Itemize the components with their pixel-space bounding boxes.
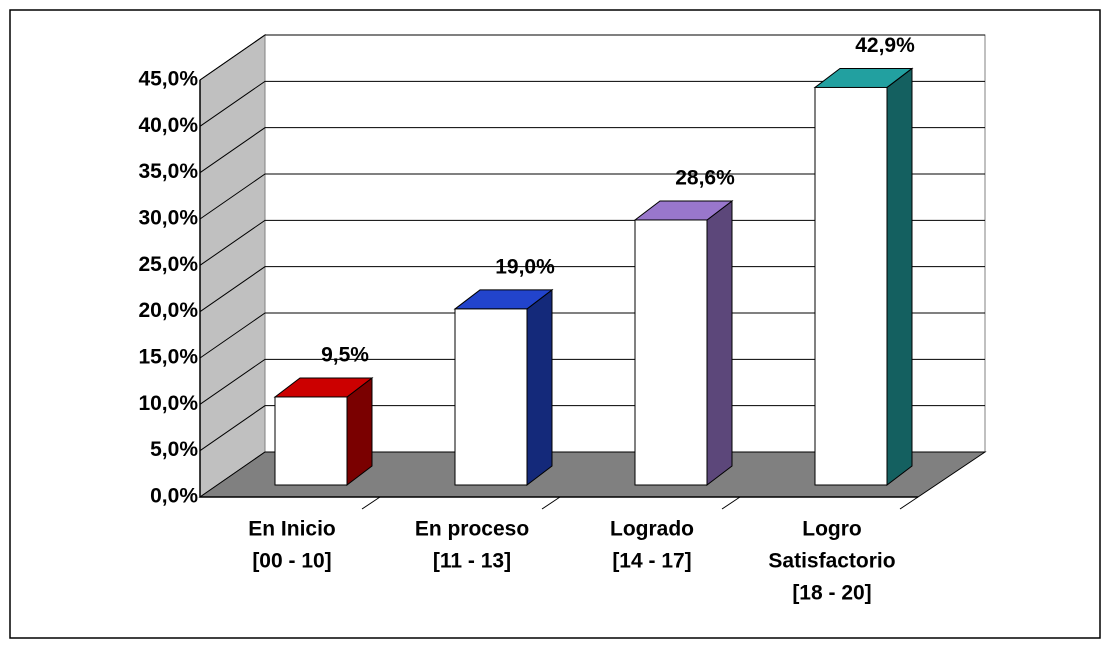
grid-line	[199, 127, 985, 174]
y-tick-label: 20,0%	[138, 299, 198, 322]
bar	[814, 86, 888, 486]
bar	[454, 308, 528, 486]
bar-side	[886, 67, 913, 487]
grid-line	[199, 312, 985, 359]
value-label: 42,9%	[855, 34, 915, 57]
bar-side	[706, 199, 733, 487]
x-tick-label: [11 - 13]	[433, 550, 511, 573]
y-tick-label: 45,0%	[138, 68, 198, 91]
x-tick-label: Satisfactorio	[768, 550, 895, 573]
value-label: 9,5%	[321, 344, 369, 367]
x-tick-label: [18 - 20]	[792, 582, 871, 605]
grid-line	[199, 405, 985, 452]
x-tick	[899, 496, 919, 510]
x-tick-label: En Inicio	[248, 518, 336, 541]
x-tick	[721, 496, 741, 510]
bar	[634, 219, 708, 486]
y-tick-label: 35,0%	[138, 160, 198, 183]
y-tick-label: 5,0%	[150, 438, 198, 461]
grid-line	[199, 173, 985, 220]
x-tick-label: En proceso	[415, 518, 529, 541]
y-tick-label: 25,0%	[138, 253, 198, 276]
bar-side	[526, 288, 553, 487]
grid-line	[199, 80, 985, 127]
value-label: 28,6%	[675, 167, 735, 190]
y-tick-label: 30,0%	[138, 207, 198, 230]
x-tick	[361, 496, 381, 510]
y-tick-label: 15,0%	[138, 346, 198, 369]
y-tick-label: 10,0%	[138, 392, 198, 415]
y-tick-label: 0,0%	[150, 485, 198, 508]
y-tick-label: 40,0%	[138, 114, 198, 137]
grid-line	[199, 358, 985, 405]
grid-line	[199, 34, 985, 81]
x-tick-label: [14 - 17]	[612, 550, 691, 573]
x-tick-label: [00 - 10]	[252, 550, 331, 573]
grid-line	[199, 219, 985, 266]
bar	[274, 396, 348, 486]
value-label: 19,0%	[495, 255, 555, 278]
x-tick-label: Logrado	[610, 518, 694, 541]
grid-line	[199, 266, 985, 313]
x-tick	[541, 496, 561, 510]
x-tick-label: Logro	[802, 518, 861, 541]
